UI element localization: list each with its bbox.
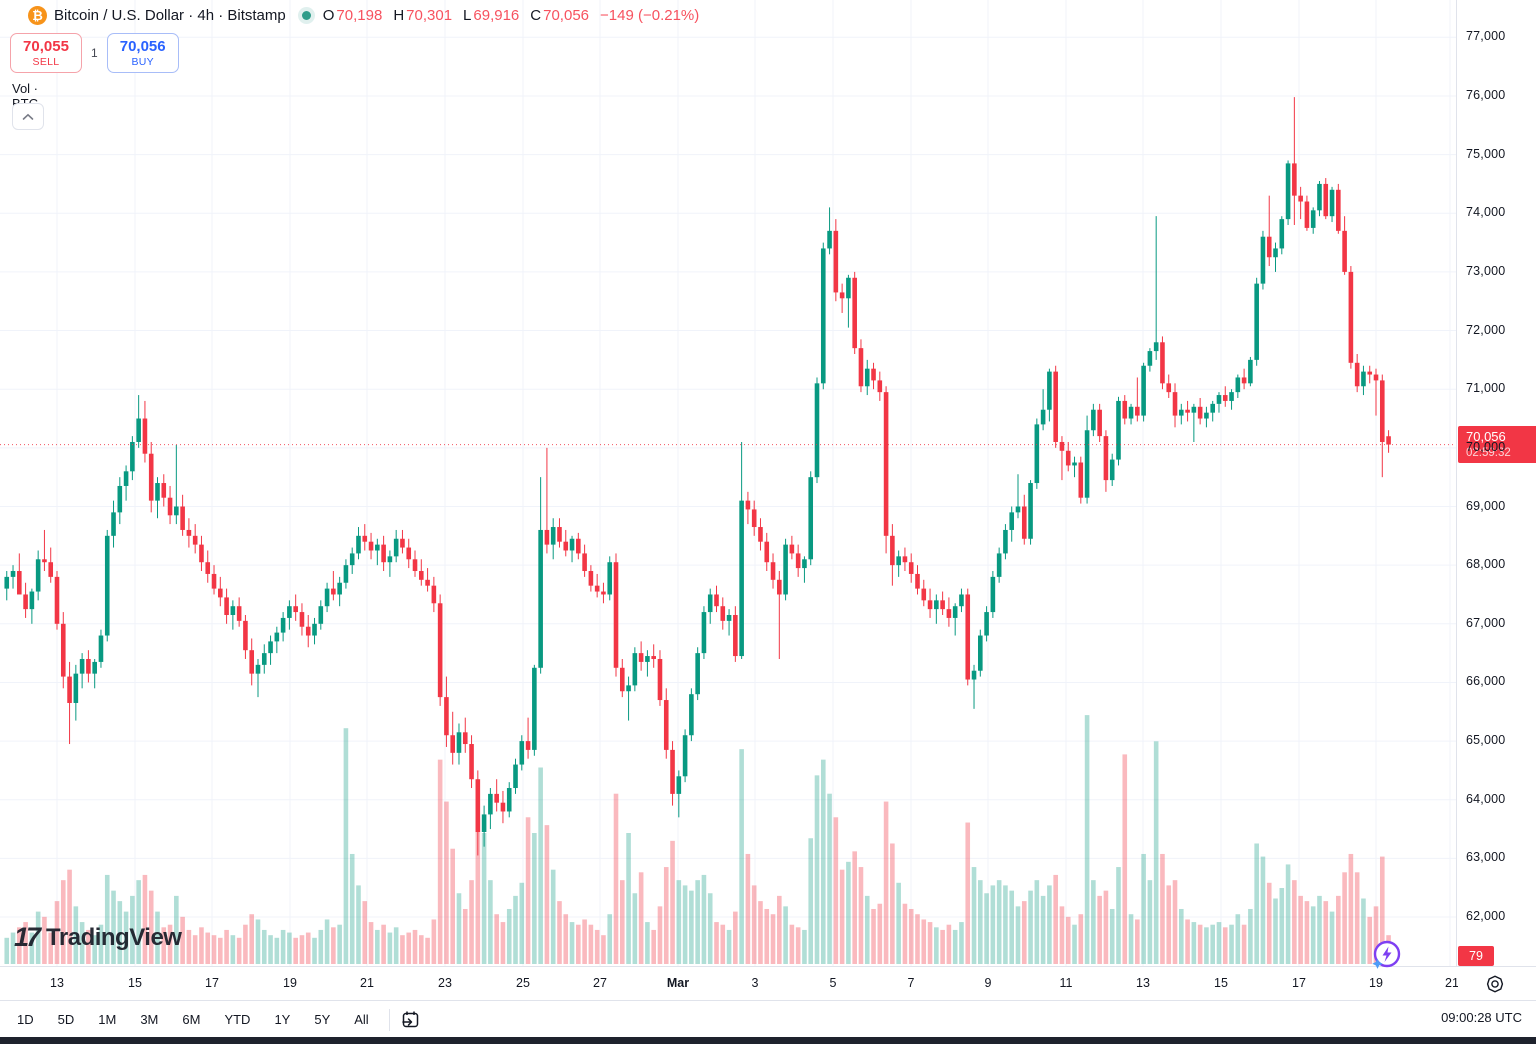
- bottom-dark-strip: [0, 1037, 1536, 1044]
- price-tick-label: 72,000: [1466, 322, 1506, 337]
- time-tick-label: 17: [1292, 976, 1306, 990]
- symbol-title[interactable]: Bitcoin / U.S. Dollar · 4h · Bitstamp: [54, 7, 286, 24]
- time-tick-label: 19: [283, 976, 297, 990]
- open-label: O: [322, 7, 335, 24]
- price-tick-label: 67,000: [1466, 615, 1506, 630]
- open-value: 70,198: [336, 7, 383, 24]
- sell-price: 70,055: [23, 38, 69, 56]
- sell-button[interactable]: 70,055 SELL: [10, 33, 82, 73]
- bar-countdown: 02:59:32: [1466, 446, 1511, 459]
- price-tick-label: 65,000: [1466, 733, 1506, 748]
- time-tick-label: 15: [128, 976, 142, 990]
- axis-settings-gear-icon[interactable]: [1484, 973, 1506, 995]
- range-button-all[interactable]: All: [354, 1012, 369, 1027]
- buy-label: BUY: [131, 55, 154, 68]
- time-tick-label: 3: [751, 976, 759, 990]
- price-tick-label: 66,000: [1466, 674, 1506, 689]
- price-axis[interactable]: 70,056 02:59:32 79 77,000 76,000 75,000 74,…: [1456, 0, 1536, 966]
- time-tick-label: 7: [907, 976, 915, 990]
- utc-clock[interactable]: 09:00:28 UTC: [1441, 1010, 1522, 1025]
- last-price-tag: 70,056 02:59:32: [1458, 426, 1536, 464]
- gridlines: [0, 0, 1456, 966]
- ai-quick-action-button[interactable]: [1369, 939, 1403, 973]
- time-axis[interactable]: 13 15 17 19 21 23 25 27 Mar 3 5 7 9 11 13 15 17 19 21: [0, 966, 1536, 1001]
- price-tick-label: 68,000: [1466, 557, 1506, 572]
- high-value: 70,301: [406, 7, 453, 24]
- bottom-toolbar: 1D 5D 1M 3M 6M YTD 1Y 5Y All 09:00:28 UTC: [0, 1000, 1536, 1038]
- price-tick-label: 73,000: [1466, 263, 1506, 278]
- price-tick-label: 75,000: [1466, 146, 1506, 161]
- chart-canvas[interactable]: [0, 0, 1456, 966]
- sell-label: SELL: [32, 55, 60, 68]
- bitcoin-icon: ₿: [28, 6, 47, 25]
- change-value: −149 (−0.21%): [600, 7, 700, 24]
- price-tick-label: 70,000: [1466, 439, 1506, 454]
- price-tick-label: 71,000: [1466, 381, 1506, 396]
- tradingview-watermark: 17 TradingView: [14, 922, 182, 953]
- price-tick-label: 62,000: [1466, 909, 1506, 924]
- time-tick-label: 21: [1445, 976, 1458, 990]
- range-button-1y[interactable]: 1Y: [274, 1012, 291, 1027]
- price-tick-label: 64,000: [1466, 791, 1506, 806]
- range-buttons: 1D 5D 1M 3M 6M YTD 1Y 5Y All: [0, 1007, 381, 1032]
- time-tick-label: 9: [984, 976, 992, 990]
- range-button-5y[interactable]: 5Y: [314, 1012, 331, 1027]
- range-button-3m[interactable]: 3M: [140, 1012, 159, 1027]
- tradingview-logo-icon: 17: [14, 922, 41, 952]
- time-tick-label: 27: [593, 976, 607, 990]
- toolbar-divider: [388, 1008, 390, 1031]
- range-button-1m[interactable]: 1M: [98, 1012, 117, 1027]
- goto-date-calendar-icon[interactable]: [398, 1007, 424, 1033]
- price-tick-label: 76,000: [1466, 87, 1506, 102]
- ohlc-values: O 70,198 H 70,301 L 69,916 C 70,056 −149…: [323, 7, 700, 24]
- price-tick-label: 69,000: [1466, 498, 1506, 513]
- buy-price: 70,056: [119, 38, 166, 56]
- tradingview-logo-text: TradingView: [46, 923, 182, 951]
- time-tick-label: 13: [1136, 976, 1150, 990]
- range-button-6m[interactable]: 6M: [182, 1012, 201, 1027]
- low-label: L: [463, 7, 472, 24]
- spread-value: 1: [91, 46, 98, 60]
- range-button-ytd[interactable]: YTD: [224, 1012, 251, 1027]
- market-status-dot-icon[interactable]: [301, 11, 311, 20]
- time-tick-label: 13: [50, 976, 64, 990]
- close-label: C: [530, 7, 542, 24]
- time-tick-label: 17: [205, 976, 219, 990]
- low-value: 69,916: [473, 7, 520, 24]
- price-tick-label: 77,000: [1466, 29, 1506, 44]
- volume-bars-layer: [4, 715, 1391, 964]
- last-price-value: 70,056: [1466, 429, 1506, 445]
- time-tick-label: 23: [438, 976, 452, 990]
- buy-button[interactable]: 70,056 BUY: [106, 33, 179, 73]
- price-tick-label: 74,000: [1466, 205, 1506, 220]
- collapse-legend-button[interactable]: [12, 103, 44, 130]
- candles-layer: [4, 97, 1391, 856]
- range-button-1d[interactable]: 1D: [17, 1012, 34, 1027]
- time-tick-label: Mar: [666, 976, 690, 990]
- time-tick-label: 21: [360, 976, 374, 990]
- order-panel: 70,055 SELL 1 70,056 BUY: [10, 33, 179, 73]
- price-tick-label: 63,000: [1466, 850, 1506, 865]
- time-tick-label: 15: [1214, 976, 1228, 990]
- range-button-5d[interactable]: 5D: [57, 1012, 75, 1027]
- close-value: 70,056: [543, 7, 590, 24]
- time-tick-label: 11: [1059, 976, 1073, 990]
- price-chart[interactable]: [0, 0, 1456, 966]
- time-tick-label: 25: [516, 976, 530, 990]
- volume-axis-tag: 79: [1458, 946, 1494, 966]
- symbol-title-row[interactable]: ₿ Bitcoin / U.S. Dollar · 4h · Bitstamp …: [28, 6, 699, 25]
- time-tick-label: 19: [1369, 976, 1383, 990]
- high-label: H: [393, 7, 405, 24]
- time-tick-label: 5: [829, 976, 837, 990]
